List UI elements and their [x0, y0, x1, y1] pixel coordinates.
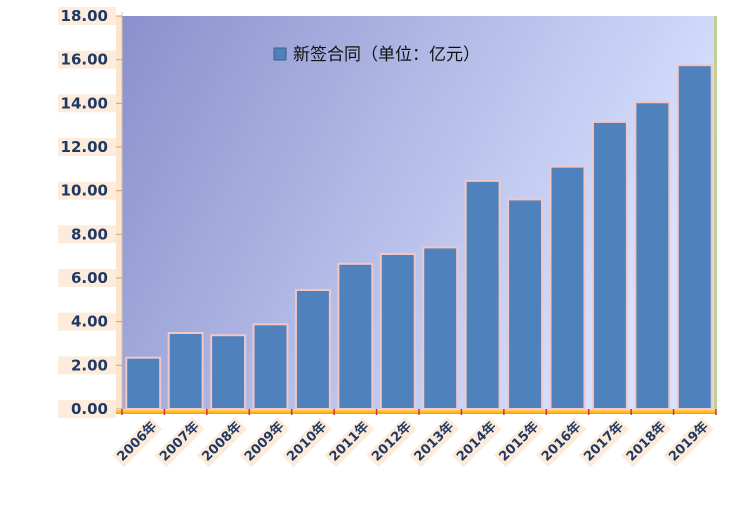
bar-2011年 — [337, 262, 374, 410]
x-axis-line — [116, 409, 716, 414]
y-tick-label: 12.00 — [61, 138, 108, 156]
y-tick-label-bg — [58, 269, 116, 287]
legend-swatch — [273, 47, 287, 61]
x-tick-label: 2014年 — [453, 419, 499, 465]
x-tick-label-bg — [111, 417, 163, 468]
x-tick-label: 2013年 — [411, 419, 457, 465]
plot-right-edge — [714, 16, 717, 409]
x-tick-label-group: 2014年 — [451, 417, 502, 468]
x-tick-label-group: 2015年 — [493, 417, 545, 468]
y-tick-label: 4.00 — [71, 313, 108, 331]
bar-2012年 — [379, 252, 416, 410]
y-tick-label: 18.00 — [61, 7, 108, 25]
y-tick-label-bg — [58, 225, 116, 244]
bar-2006年 — [125, 356, 162, 411]
bar-2015年 — [507, 198, 544, 410]
x-tick-label: 2017年 — [581, 419, 627, 465]
y-tick-label-bg — [58, 50, 116, 69]
y-tick-label-bg — [58, 7, 116, 25]
y-tick-label: 0.00 — [71, 400, 108, 418]
y-tick-label-bg — [58, 312, 116, 331]
x-tick-label-bg — [451, 417, 502, 468]
bar-2007年 — [167, 332, 204, 410]
x-tick-label-group: 2007年 — [154, 417, 205, 468]
y-tick-label: 10.00 — [61, 182, 108, 200]
x-tick-label: 2010年 — [284, 419, 330, 465]
x-tick-label-bg — [578, 417, 629, 468]
y-tick-label-bg — [58, 400, 116, 418]
legend-label: 新签合同（单位：亿元） — [293, 45, 480, 65]
y-tick-label-bg — [58, 94, 116, 113]
y-tick-label: 8.00 — [71, 225, 108, 243]
x-tick-label-group: 2008年 — [196, 417, 248, 468]
x-tick-label-group: 2010年 — [281, 417, 332, 468]
bar-2009年 — [252, 323, 289, 410]
bar-2013年 — [422, 246, 459, 410]
x-tick-label: 2008年 — [199, 419, 245, 465]
y-tick-label-bg — [58, 181, 116, 200]
x-tick-label-group: 2011年 — [324, 417, 375, 468]
x-tick-label-group: 2012年 — [366, 417, 417, 468]
x-tick-label: 2012年 — [369, 419, 415, 465]
x-tick-label-bg — [536, 417, 587, 468]
x-tick-label-bg — [281, 417, 332, 468]
x-tick-label-bg — [408, 417, 460, 468]
y-tick-label-bg — [58, 356, 116, 375]
x-tick-label: 2015年 — [496, 419, 542, 465]
x-tick-label-group: 2019年 — [663, 417, 714, 468]
y-tick-label: 6.00 — [71, 269, 108, 287]
y-tick-label-bg — [58, 138, 116, 156]
bar-2014年 — [464, 179, 501, 410]
x-tick-label-bg — [324, 417, 375, 468]
x-tick-label-bg — [493, 417, 545, 468]
bar-2010年 — [294, 289, 331, 410]
y-axis-band — [116, 16, 122, 409]
x-tick-label-bg — [663, 417, 714, 468]
x-tick-label-bg — [366, 417, 417, 468]
x-tick-label-group: 2006年 — [111, 417, 163, 468]
x-tick-label-bg — [154, 417, 205, 468]
x-tick-label-bg — [196, 417, 248, 468]
x-tick-label-group: 2009年 — [239, 417, 290, 468]
x-tick-label: 2009年 — [241, 419, 287, 465]
x-tick-label-group: 2013年 — [408, 417, 460, 468]
bar-2016年 — [549, 165, 586, 410]
x-tick-label: 2011年 — [326, 419, 372, 465]
bar-2019年 — [676, 64, 713, 410]
y-tick-label: 16.00 — [61, 51, 108, 69]
bar-2008年 — [210, 334, 247, 411]
x-tick-label: 2018年 — [623, 419, 669, 465]
x-tick-label-bg — [239, 417, 290, 468]
x-tick-label: 2006年 — [114, 419, 160, 465]
x-tick-label-bg — [621, 417, 672, 468]
x-tick-label: 2019年 — [666, 419, 712, 465]
x-tick-label: 2016年 — [538, 419, 584, 465]
x-tick-label: 2007年 — [156, 419, 202, 465]
x-tick-label-group: 2018年 — [621, 417, 672, 468]
bar-2017年 — [591, 120, 628, 411]
y-tick-label: 2.00 — [71, 356, 108, 374]
x-tick-label-group: 2017年 — [578, 417, 629, 468]
bar-2018年 — [634, 101, 671, 410]
y-tick-label: 14.00 — [61, 94, 108, 112]
x-tick-label-group: 2016年 — [536, 417, 587, 468]
